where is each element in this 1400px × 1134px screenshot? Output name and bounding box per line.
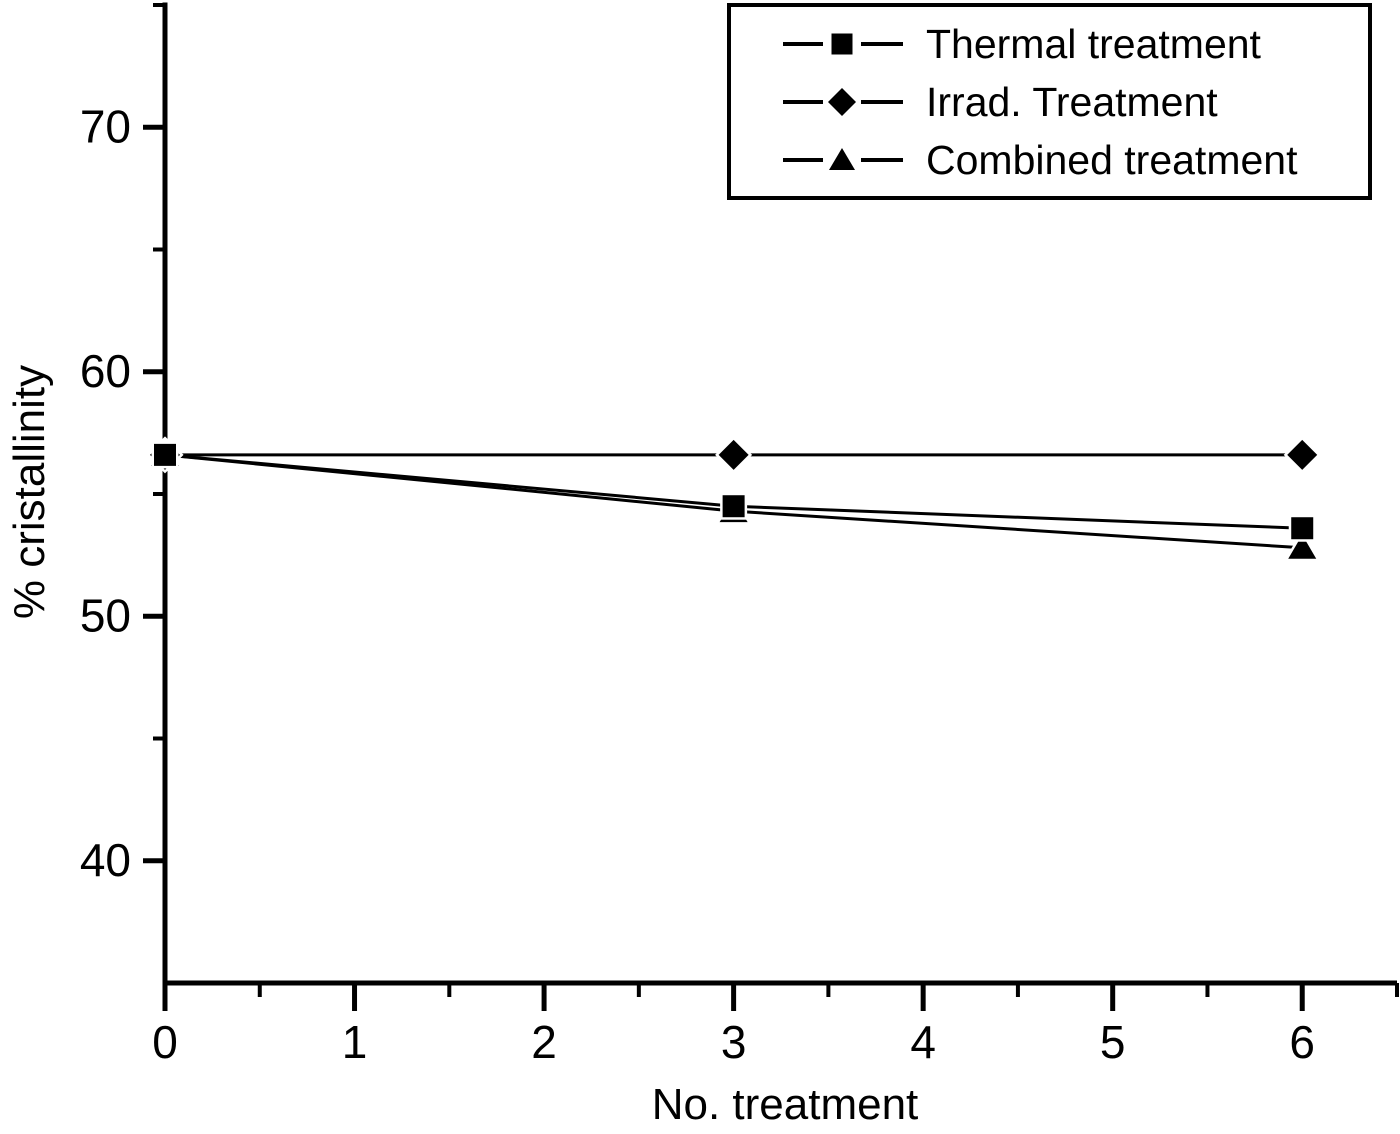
square-marker-glyph <box>831 33 853 55</box>
x-tick-label: 6 <box>1289 1016 1315 1068</box>
y-tick-label: 40 <box>80 834 131 886</box>
x-tick-label: 4 <box>910 1016 936 1068</box>
y-tick-label: 50 <box>80 589 131 641</box>
legend-label: Irrad. Treatment <box>926 78 1218 125</box>
diamond-marker-icon <box>715 436 753 474</box>
legend-item-irrad: Irrad. Treatment <box>783 73 1368 131</box>
y-tick-label: 60 <box>80 345 131 397</box>
legend-box: Thermal treatment Irrad. Treatment Combi… <box>727 3 1372 200</box>
x-tick-label: 0 <box>152 1016 178 1068</box>
diamond-marker-glyph <box>828 88 856 116</box>
triangle-marker-icon <box>1283 529 1321 562</box>
y-tick-label: 70 <box>80 100 131 152</box>
x-tick-label: 1 <box>342 1016 368 1068</box>
y-axis-title: % cristallinity <box>5 364 54 620</box>
square-marker-icon <box>720 492 748 520</box>
legend-item-combined: Combined treatment <box>783 131 1368 189</box>
square-marker-icon <box>151 441 179 469</box>
triangle-marker-icon <box>783 148 903 170</box>
x-axis-title: No. treatment <box>651 1080 919 1129</box>
triangle-marker-glyph <box>829 148 855 170</box>
x-tick-label: 5 <box>1100 1016 1126 1068</box>
square-marker-icon <box>783 33 903 55</box>
square-marker-icon <box>1288 514 1316 542</box>
diamond-marker-icon <box>1283 436 1321 474</box>
x-tick-label: 3 <box>721 1016 747 1068</box>
x-tick-label: 2 <box>531 1016 557 1068</box>
diamond-marker-icon <box>783 88 903 116</box>
legend-label: Thermal treatment <box>926 20 1261 67</box>
legend-label: Combined treatment <box>926 136 1298 183</box>
legend-item-thermal: Thermal treatment <box>783 15 1368 73</box>
